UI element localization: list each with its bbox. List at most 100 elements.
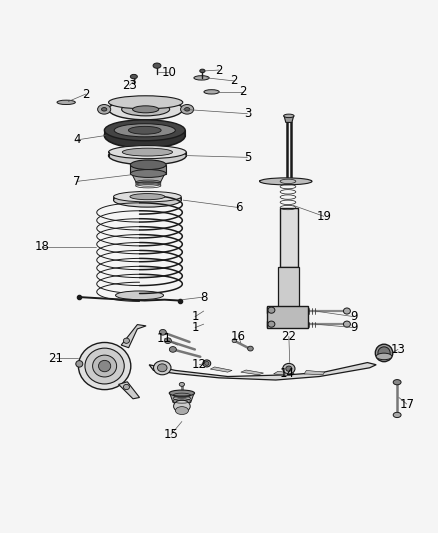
Ellipse shape — [113, 193, 181, 207]
Polygon shape — [274, 372, 294, 376]
Polygon shape — [149, 362, 376, 380]
Ellipse shape — [376, 353, 392, 360]
Ellipse shape — [205, 361, 209, 366]
Polygon shape — [304, 370, 325, 375]
Polygon shape — [267, 306, 307, 328]
Ellipse shape — [200, 69, 205, 72]
Ellipse shape — [99, 360, 111, 372]
Text: 17: 17 — [399, 398, 414, 410]
Text: 18: 18 — [35, 240, 49, 253]
Polygon shape — [132, 174, 165, 182]
Ellipse shape — [378, 347, 390, 359]
Text: 2: 2 — [215, 63, 223, 77]
Text: 13: 13 — [391, 343, 406, 356]
Text: 19: 19 — [316, 210, 331, 223]
Ellipse shape — [98, 104, 111, 114]
Text: 1: 1 — [191, 310, 199, 323]
Ellipse shape — [284, 114, 294, 118]
Ellipse shape — [109, 99, 183, 120]
Ellipse shape — [133, 106, 159, 113]
Polygon shape — [210, 367, 232, 372]
Ellipse shape — [180, 104, 194, 114]
Polygon shape — [280, 207, 297, 266]
Ellipse shape — [393, 413, 401, 417]
Ellipse shape — [78, 343, 131, 390]
Ellipse shape — [128, 126, 161, 134]
Ellipse shape — [57, 100, 75, 104]
Polygon shape — [121, 325, 146, 348]
Ellipse shape — [179, 382, 184, 386]
Ellipse shape — [153, 63, 161, 68]
Ellipse shape — [194, 76, 209, 80]
Ellipse shape — [153, 361, 171, 375]
Text: 14: 14 — [279, 367, 294, 380]
Text: 23: 23 — [122, 79, 137, 92]
Polygon shape — [284, 116, 293, 123]
Ellipse shape — [122, 103, 170, 116]
Ellipse shape — [104, 123, 185, 148]
Text: 6: 6 — [235, 201, 242, 214]
Polygon shape — [278, 266, 299, 314]
Text: 22: 22 — [281, 330, 297, 343]
Ellipse shape — [375, 344, 393, 362]
Ellipse shape — [131, 160, 166, 169]
Ellipse shape — [109, 147, 186, 165]
Polygon shape — [131, 165, 166, 174]
Text: 11: 11 — [157, 332, 172, 345]
Text: 2: 2 — [82, 87, 90, 101]
Ellipse shape — [343, 321, 350, 327]
Ellipse shape — [114, 124, 175, 137]
Ellipse shape — [109, 146, 186, 159]
Ellipse shape — [76, 361, 83, 367]
Ellipse shape — [116, 291, 163, 300]
Ellipse shape — [173, 400, 190, 413]
Ellipse shape — [92, 355, 117, 377]
Ellipse shape — [85, 348, 124, 384]
Ellipse shape — [175, 407, 188, 415]
Text: 2: 2 — [239, 85, 247, 99]
Ellipse shape — [283, 364, 295, 374]
Polygon shape — [119, 382, 140, 399]
Ellipse shape — [247, 346, 253, 351]
Polygon shape — [170, 393, 194, 403]
Ellipse shape — [122, 148, 173, 156]
Ellipse shape — [130, 193, 165, 200]
Ellipse shape — [184, 108, 190, 111]
Text: 4: 4 — [73, 133, 81, 147]
Ellipse shape — [124, 384, 130, 390]
Ellipse shape — [232, 339, 237, 343]
Ellipse shape — [268, 307, 275, 313]
Ellipse shape — [159, 329, 166, 335]
Text: 3: 3 — [244, 107, 251, 120]
Text: 1: 1 — [191, 321, 199, 334]
Ellipse shape — [102, 108, 107, 111]
Ellipse shape — [393, 379, 401, 385]
Ellipse shape — [169, 390, 194, 396]
Ellipse shape — [170, 346, 177, 352]
Ellipse shape — [268, 321, 275, 327]
Ellipse shape — [164, 338, 171, 344]
Ellipse shape — [124, 338, 130, 343]
Ellipse shape — [109, 96, 183, 109]
Text: 8: 8 — [200, 290, 208, 304]
Text: 16: 16 — [231, 330, 246, 343]
Ellipse shape — [104, 120, 185, 141]
Ellipse shape — [203, 360, 211, 367]
Ellipse shape — [286, 366, 292, 372]
Ellipse shape — [131, 169, 166, 177]
Ellipse shape — [343, 308, 350, 314]
Ellipse shape — [113, 191, 181, 202]
Ellipse shape — [157, 364, 167, 372]
Text: 21: 21 — [48, 352, 63, 365]
Ellipse shape — [204, 90, 219, 94]
Polygon shape — [241, 370, 264, 375]
Text: 5: 5 — [244, 151, 251, 164]
Text: 15: 15 — [163, 428, 178, 441]
Text: 9: 9 — [350, 310, 358, 323]
Text: 2: 2 — [230, 75, 238, 87]
Text: 9: 9 — [350, 321, 358, 334]
Ellipse shape — [260, 178, 312, 185]
Text: 10: 10 — [161, 66, 176, 79]
Text: 12: 12 — [192, 358, 207, 372]
Ellipse shape — [131, 75, 138, 79]
